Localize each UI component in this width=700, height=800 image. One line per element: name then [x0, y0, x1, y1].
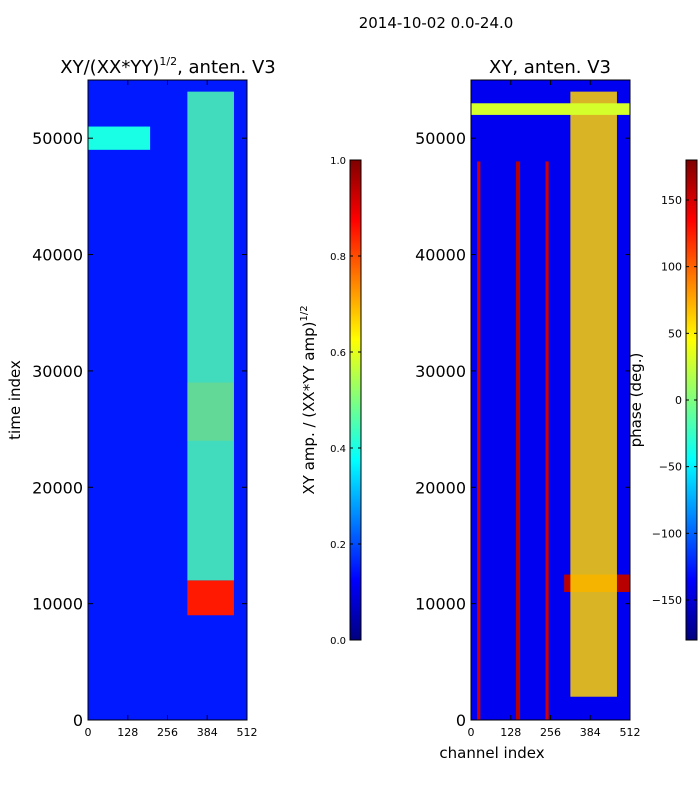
amplitude-y-axis-label: time index [6, 360, 24, 440]
figure-title: 2014-10-02 0.0-24.0 [359, 14, 514, 32]
heatmap-feature-high-amplitude-block [187, 580, 234, 616]
phase-panel: XY, anten. V3 0 128 256 384 512 0 10000 20000 30… [415, 57, 640, 762]
x-tick-label: 0 [85, 726, 92, 739]
y-tick-label: 0 [456, 711, 466, 730]
colorbar-tick-label: −100 [652, 527, 682, 540]
colorbar-tick-label: 0.2 [330, 540, 346, 551]
amplitude-heatmap [88, 80, 247, 720]
amplitude-panel: XY/(XX*YY)1/2, anten. V3 0 128 256 384 512 0 1… [6, 55, 276, 739]
amplitude-title-main: XY/(XX*YY) [60, 57, 159, 78]
y-tick-label: 10000 [32, 595, 83, 614]
y-tick-label: 50000 [415, 129, 466, 148]
amplitude-colorbar-label-main: XY amp. / (XX*YY amp) [300, 322, 318, 495]
colorbar-tick-label: 0.8 [330, 252, 346, 263]
y-tick-label: 0 [73, 711, 83, 730]
amplitude-title-exp: 1/2 [159, 55, 177, 68]
x-tick-label: 384 [197, 726, 218, 739]
amplitude-title-rest: , anten. V3 [177, 57, 276, 78]
colorbar-tick-label: 100 [661, 261, 682, 274]
phase-x-axis-label: channel index [439, 744, 544, 762]
amplitude-colorbar-label: XY amp. / (XX*YY amp)1/2 [299, 305, 318, 494]
amplitude-colorbar: 0.0 0.2 0.4 0.6 0.8 1.0 XY amp. / (XX*YY amp)… [299, 156, 362, 647]
y-tick-label: 40000 [32, 246, 83, 265]
phase-axes: 0 128 256 384 512 0 10000 20000 30000 40000 50000 [415, 80, 641, 739]
x-tick-label: 128 [500, 726, 521, 739]
y-tick-label: 30000 [32, 362, 83, 381]
colorbar-tick-label: −150 [652, 594, 682, 607]
colorbar-tick-label: 0.6 [330, 348, 346, 359]
amplitude-title: XY/(XX*YY)1/2, anten. V3 [60, 55, 275, 78]
x-tick-label: 512 [237, 726, 258, 739]
heatmap-feature-mixed-phase-region [570, 91, 617, 697]
x-tick-label: 128 [117, 726, 138, 739]
heatmap-feature-red-phase-stripes [477, 161, 481, 720]
amplitude-colorbar-ticks: 0.0 0.2 0.4 0.6 0.8 1.0 [330, 156, 361, 647]
phase-colorbar: −150 −100 −50 0 50 100 150 phase (deg.) [627, 159, 698, 641]
colorbar-tick-label: 0 [675, 394, 682, 407]
y-tick-label: 20000 [32, 478, 83, 497]
heatmap-feature-flagged-green-rows [471, 103, 630, 115]
y-tick-label: 30000 [415, 362, 466, 381]
heatmap-feature-cyan-patch [88, 126, 151, 150]
x-tick-label: 512 [620, 726, 641, 739]
heatmap-feature-red-phase-stripes [516, 161, 521, 720]
heatmap-feature-red-phase-stripes [545, 161, 549, 720]
phase-colorbar-ticks: −150 −100 −50 0 50 100 150 [652, 194, 697, 607]
colorbar-tick-label: 1.0 [330, 156, 346, 167]
colorbar-tick-label: 0.4 [330, 444, 346, 455]
heatmap-feature-mid-amplitude-region [187, 91, 234, 581]
phase-title: XY, anten. V3 [489, 57, 611, 78]
colorbar-tick-label: 50 [668, 327, 682, 340]
amplitude-colorbar-label-exp: 1/2 [299, 305, 310, 321]
x-tick-label: 384 [580, 726, 601, 739]
x-tick-label: 0 [468, 726, 475, 739]
phase-heatmap [471, 80, 630, 720]
x-tick-label: 256 [157, 726, 178, 739]
amplitude-colorbar-gradient [349, 159, 362, 641]
phase-colorbar-label: phase (deg.) [627, 353, 645, 448]
x-tick-label: 256 [540, 726, 561, 739]
colorbar-tick-label: 0.0 [330, 636, 346, 647]
y-tick-label: 40000 [415, 246, 466, 265]
colorbar-tick-label: 150 [661, 194, 682, 207]
y-tick-label: 20000 [415, 478, 466, 497]
colorbar-tick-label: −50 [659, 461, 682, 474]
amplitude-axes: 0 128 256 384 512 0 10000 20000 30000 40000 50000 [32, 80, 258, 739]
y-tick-label: 10000 [415, 595, 466, 614]
y-tick-label: 50000 [32, 129, 83, 148]
